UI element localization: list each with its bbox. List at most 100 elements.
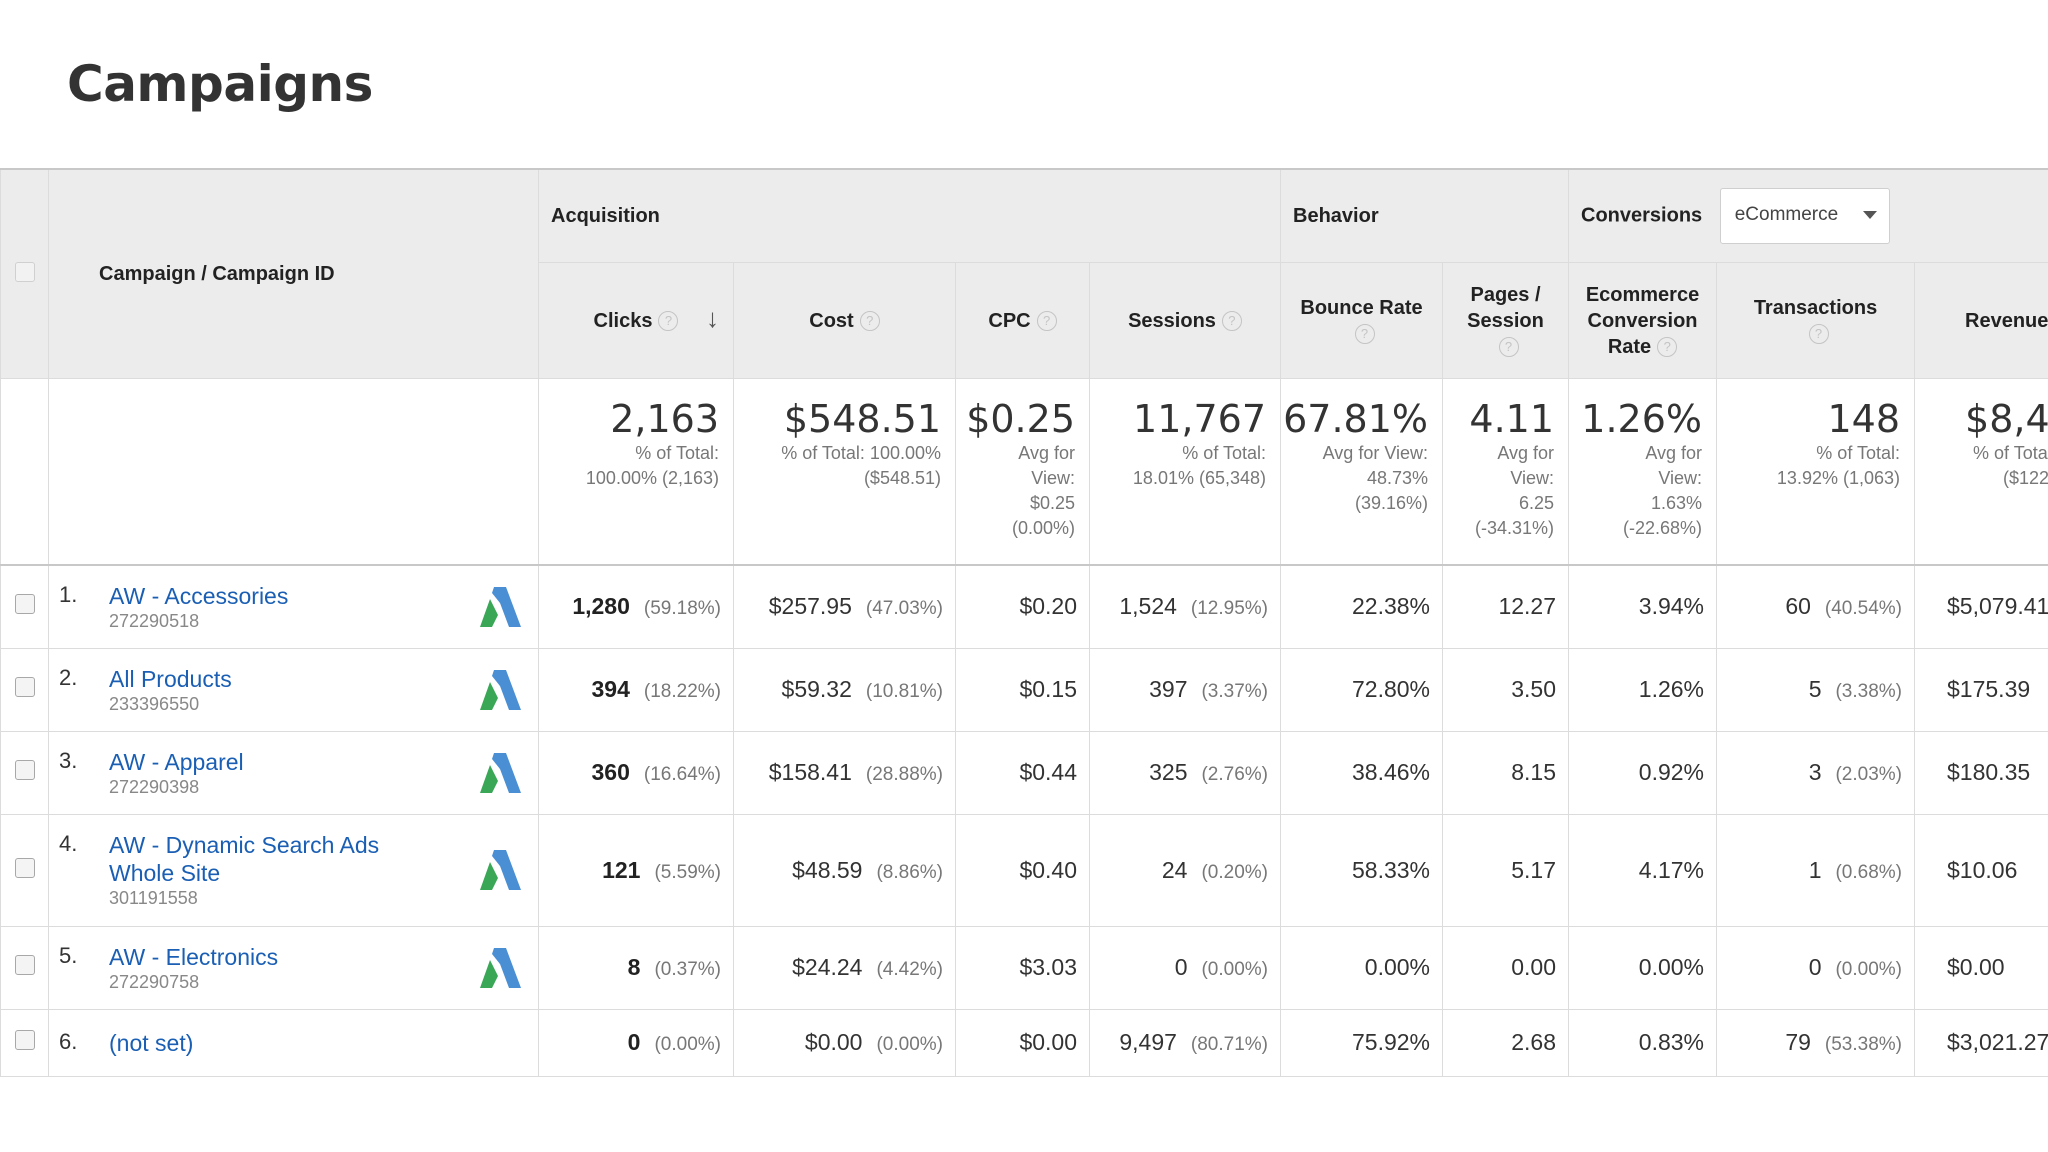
dimension-header[interactable]: Campaign / Campaign ID: [48, 168, 539, 379]
row-checkbox-cell: [0, 1008, 49, 1077]
sessions-percent: (3.37%): [1201, 681, 1269, 702]
table-row[interactable]: 2. All Products 233396550 394 (18.22%) $5…: [0, 647, 2048, 732]
pages-session-cell: 5.17: [1442, 813, 1570, 927]
total-transactions: 148 % of Total: 13.92% (1,063): [1716, 378, 1916, 566]
conversions-label: Conversions: [1581, 204, 1703, 227]
revenue-value: $0.00: [1947, 954, 2005, 980]
row-checkbox[interactable]: [14, 1030, 35, 1050]
sessions-cell: 24 (0.20%): [1088, 813, 1282, 927]
ecommerce-rate-value: 1.26%: [1638, 676, 1705, 702]
sessions-percent: (80.71%): [1190, 1034, 1269, 1055]
col-header-cpc[interactable]: CPC?: [955, 262, 1090, 379]
cost-value: $59.32: [781, 676, 852, 702]
total-revenue-sub: % of Tota: [1973, 443, 2048, 463]
sessions-percent: (0.20%): [1201, 861, 1269, 883]
campaign-link[interactable]: AW - Dynamic Search Ads: [109, 832, 380, 858]
col-header-sessions[interactable]: Sessions?: [1088, 262, 1282, 379]
col-header-cost[interactable]: Cost?: [733, 262, 956, 379]
col-header-pages-session[interactable]: Pages / Session ?: [1442, 262, 1570, 379]
conversion-type-value: eCommerce: [1734, 204, 1839, 225]
row-index: 1.: [59, 581, 78, 607]
cpc-value: $0.44: [1019, 759, 1077, 785]
total-cost-value: $548.51: [783, 397, 941, 441]
conversions-group-header: Conversions eCommerce: [1568, 168, 2048, 263]
bounce-rate-value: 75.92%: [1352, 1029, 1431, 1055]
campaign-link[interactable]: AW - Apparel: [109, 748, 244, 775]
sessions-cell: 325 (2.76%): [1088, 730, 1282, 815]
total-cpc-sub: View:: [1031, 468, 1075, 488]
campaign-link[interactable]: AW - Accessories: [109, 582, 289, 609]
help-icon[interactable]: ?: [1808, 324, 1829, 345]
table-row[interactable]: 3. AW - Apparel 272290398 360 (16.64%) $1…: [0, 730, 2048, 815]
bounce-rate-cell: 72.80%: [1280, 647, 1444, 732]
cpc-value: $0.40: [1019, 856, 1077, 883]
col-header-clicks[interactable]: Clicks? ↓: [538, 262, 734, 379]
col-header-conversion-label: Conversion: [1587, 309, 1698, 332]
google-ads-icon: [480, 586, 521, 627]
total-bounce-rate-sub: (39.16%): [1354, 493, 1429, 513]
col-header-revenue[interactable]: Revenue: [1914, 262, 2048, 379]
clicks-cell: 360 (16.64%): [538, 730, 734, 815]
cost-percent: (0.00%): [876, 1034, 943, 1055]
transactions-value: 1: [1808, 856, 1822, 883]
help-icon[interactable]: ?: [1657, 337, 1678, 358]
col-header-transactions[interactable]: Transactions ?: [1716, 262, 1916, 379]
dropdown-caret-icon: [1862, 211, 1877, 219]
campaign-link[interactable]: (not set): [109, 1029, 194, 1056]
clicks-cell: 1,280 (59.18%): [538, 564, 734, 649]
table-row[interactable]: 1. AW - Accessories 272290518 1,280 (59.1…: [0, 564, 2048, 649]
help-icon[interactable]: ?: [1221, 311, 1242, 332]
col-header-bounce-rate[interactable]: Bounce Rate ?: [1280, 262, 1444, 379]
row-checkbox[interactable]: [14, 594, 35, 615]
help-icon[interactable]: ?: [1498, 337, 1519, 358]
total-ecommerce-rate: 1.26% Avg for View: 1.63% (-22.68%): [1568, 378, 1718, 566]
revenue-cell: $10.06: [1914, 813, 2048, 927]
row-checkbox[interactable]: [14, 760, 35, 780]
row-index: 2.: [59, 664, 78, 690]
clicks-value: 0: [627, 1029, 641, 1055]
revenue-value: $180.35: [1947, 759, 2031, 785]
sort-descending-icon[interactable]: ↓: [706, 302, 719, 333]
table-row[interactable]: 4. AW - Dynamic Search Ads Whole Site 30…: [0, 813, 2048, 927]
table-row[interactable]: 6. (not set) 0 (0.00%) $0.00 (0.00%) $0.00…: [0, 1008, 2048, 1077]
row-checkbox[interactable]: [14, 955, 35, 975]
total-transactions-value: 148: [1827, 397, 1901, 441]
pages-session-cell: 12.27: [1442, 564, 1570, 649]
transactions-cell: 3 (2.03%): [1716, 730, 1916, 815]
total-sessions-sub: % of Total:: [1182, 443, 1267, 463]
row-checkbox[interactable]: [14, 857, 35, 878]
bounce-rate-cell: 75.92%: [1280, 1008, 1444, 1077]
cpc-cell: $0.00: [955, 1008, 1090, 1077]
cost-cell: $48.59 (8.86%): [733, 813, 956, 927]
campaign-link[interactable]: All Products: [109, 665, 232, 692]
help-icon[interactable]: ?: [1354, 324, 1375, 345]
table-row[interactable]: 5. AW - Electronics 272290758 8 (0.37%) $…: [0, 925, 2048, 1010]
col-header-ecommerce-rate[interactable]: Ecommerce Conversion Rate?: [1568, 262, 1718, 379]
help-icon[interactable]: ?: [658, 311, 679, 332]
bounce-rate-value: 58.33%: [1352, 856, 1431, 883]
total-cpc-sub: (0.00%): [1011, 518, 1075, 538]
revenue-value: $3,021.27: [1947, 1029, 2048, 1055]
select-all-checkbox[interactable]: [14, 261, 35, 282]
campaign-id: 272290398: [109, 776, 200, 797]
revenue-cell: $0.00: [1914, 925, 2048, 1010]
help-icon[interactable]: ?: [859, 311, 880, 332]
campaign-link[interactable]: AW - Electronics: [109, 943, 279, 970]
row-index: 6.: [59, 1028, 78, 1054]
total-bounce-rate: 67.81% Avg for View: 48.73% (39.16%): [1280, 378, 1444, 566]
row-checkbox[interactable]: [14, 677, 35, 697]
cost-cell: $158.41 (28.88%): [733, 730, 956, 815]
total-cpc-sub: $0.25: [1029, 493, 1075, 513]
campaign-link-line2[interactable]: Whole Site: [109, 860, 221, 886]
help-icon[interactable]: ?: [1036, 311, 1057, 332]
conversion-type-select[interactable]: eCommerce: [1719, 188, 1890, 244]
total-revenue: $8,46 % of Tota ($122: [1914, 378, 2048, 566]
row-index: 3.: [59, 747, 78, 773]
revenue-value: $5,079.41: [1947, 593, 2048, 620]
total-bounce-rate-value: 67.81%: [1283, 397, 1429, 441]
sessions-cell: 1,524 (12.95%): [1088, 564, 1282, 649]
pages-session-cell: 0.00: [1442, 925, 1570, 1010]
transactions-percent: (2.03%): [1835, 764, 1903, 785]
cost-cell: $24.24 (4.42%): [733, 925, 956, 1010]
total-clicks: 2,163 % of Total: 100.00% (2,163): [538, 378, 734, 566]
